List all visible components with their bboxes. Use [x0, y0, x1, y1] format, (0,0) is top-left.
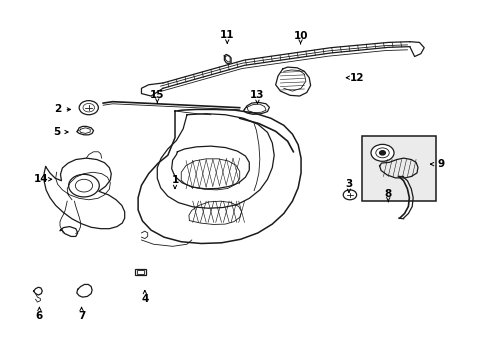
Text: 5: 5 — [53, 127, 60, 137]
Text: 8: 8 — [384, 189, 391, 199]
Circle shape — [370, 144, 393, 161]
Text: 11: 11 — [220, 30, 234, 40]
Text: 12: 12 — [349, 73, 364, 83]
Text: 9: 9 — [437, 159, 444, 169]
Text: 14: 14 — [34, 174, 48, 184]
Text: 2: 2 — [54, 104, 61, 114]
Text: 7: 7 — [78, 311, 85, 321]
Text: 6: 6 — [36, 311, 43, 321]
Bar — [135, 269, 145, 275]
Text: 3: 3 — [345, 179, 352, 189]
Text: 1: 1 — [171, 175, 178, 185]
Text: 15: 15 — [150, 90, 164, 100]
Text: 10: 10 — [293, 31, 307, 41]
Text: 13: 13 — [250, 90, 264, 100]
Bar — [137, 270, 144, 274]
Text: 4: 4 — [141, 294, 148, 304]
Bar — [361, 136, 435, 201]
Circle shape — [379, 151, 385, 155]
